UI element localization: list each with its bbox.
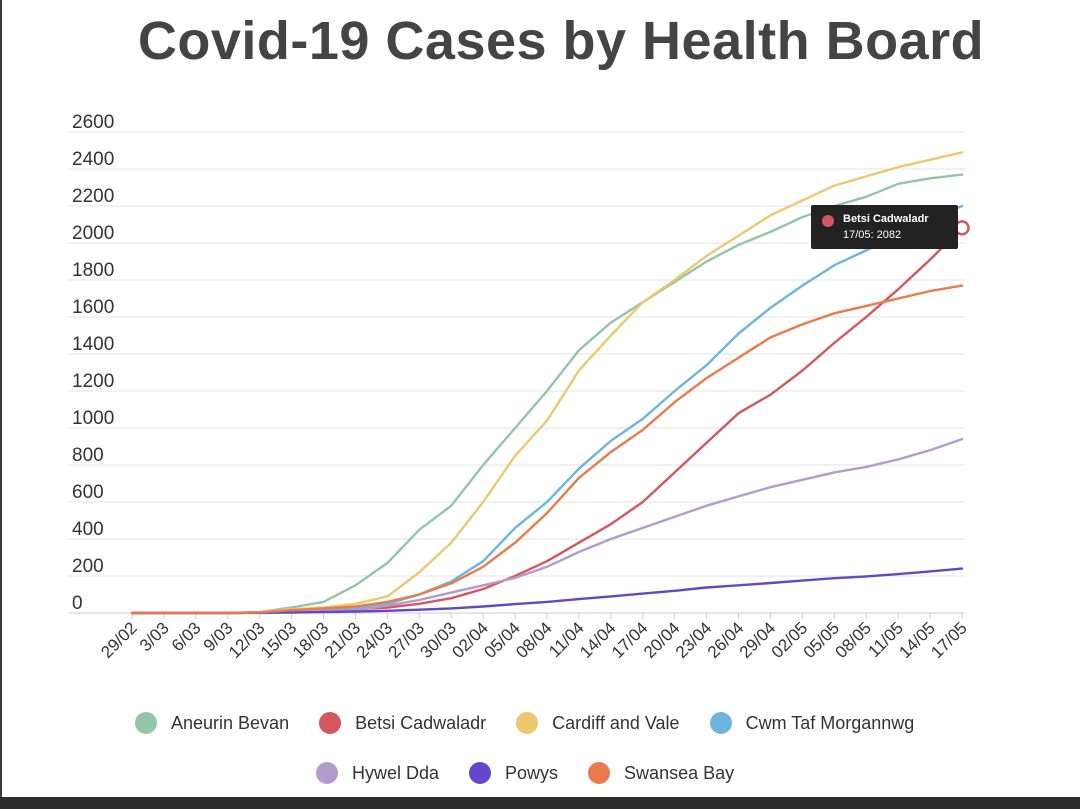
y-tick-label: 2200 xyxy=(72,186,114,207)
legend-label: Swansea Bay xyxy=(624,762,735,783)
x-tick-label: 6/03 xyxy=(168,618,205,655)
x-tick-label: 14/04 xyxy=(576,618,620,662)
legend-color-dot xyxy=(588,762,611,784)
series-line-swansea-bay xyxy=(130,284,964,615)
legend-color-dot xyxy=(316,762,338,784)
x-tick-label: 14/05 xyxy=(895,618,939,662)
x-tick-label: 17/04 xyxy=(608,618,652,662)
x-tick-label: 3/03 xyxy=(136,618,173,655)
legend-item[interactable]: Aneurin Bevan xyxy=(135,712,289,734)
x-tick-label: 23/04 xyxy=(672,618,716,662)
window-edge xyxy=(0,0,2,809)
y-tick-label: 0 xyxy=(72,593,83,614)
y-tick-label: 600 xyxy=(72,482,104,503)
bottom-bar xyxy=(0,797,1080,809)
legend-color-dot xyxy=(709,712,732,734)
legend-item[interactable]: Swansea Bay xyxy=(588,762,734,784)
y-tick-label: 2400 xyxy=(72,149,114,170)
y-tick-label: 1600 xyxy=(72,297,114,318)
y-tick-label: 1800 xyxy=(72,260,114,281)
x-tick-label: 20/04 xyxy=(640,618,684,662)
x-tick-label: 15/03 xyxy=(257,618,301,662)
x-tick-label: 30/03 xyxy=(417,618,461,662)
x-tick-label: 05/05 xyxy=(800,618,844,662)
series-line-cwm-taf-morgannwg xyxy=(130,204,964,615)
series-line-powys xyxy=(130,567,964,615)
x-tick-label: 17/05 xyxy=(927,618,971,662)
legend-color-dot xyxy=(319,712,342,734)
legend-row-1: Aneurin Bevan Betsi Cadwaladr Cardiff and … xyxy=(135,712,944,734)
y-tick-label: 2600 xyxy=(72,112,114,133)
legend-label: Powys xyxy=(505,762,559,783)
legend-item[interactable]: Cardiff and Vale xyxy=(516,712,680,734)
y-tick-label: 1000 xyxy=(72,408,114,429)
legend-label: Betsi Cadwaladr xyxy=(355,712,487,733)
legend-item[interactable]: Powys xyxy=(469,762,558,784)
x-tick-label: 08/04 xyxy=(512,618,556,662)
y-tick-label: 200 xyxy=(72,556,104,577)
y-tick-label: 1200 xyxy=(72,371,114,392)
x-tick-label: 29/04 xyxy=(736,618,780,662)
legend-label: Aneurin Bevan xyxy=(171,712,290,733)
x-tick-label: 27/03 xyxy=(385,618,429,662)
tooltip-value: 17/05: 2082 xyxy=(843,229,902,241)
x-tick-label: 08/05 xyxy=(832,618,876,662)
x-tick-label: 26/04 xyxy=(704,618,748,662)
x-tick-label: 18/03 xyxy=(289,618,333,662)
legend-item[interactable]: Betsi Cadwaladr xyxy=(319,712,486,734)
x-tick-label: 05/04 xyxy=(480,618,524,662)
legend-color-dot xyxy=(469,762,492,784)
legend-row-2: Hywel Dda Powys Swansea Bay xyxy=(316,762,764,784)
y-tick-label: 1400 xyxy=(72,334,114,355)
tooltip-series-name: Betsi Cadwaladr xyxy=(843,213,929,225)
x-tick-label: 21/03 xyxy=(321,618,365,662)
y-tick-label: 800 xyxy=(72,445,104,466)
legend-label: Cardiff and Vale xyxy=(552,712,680,733)
x-tick-label: 02/05 xyxy=(768,618,812,662)
x-tick-label: 02/04 xyxy=(448,618,492,662)
x-tick-label: 29/02 xyxy=(97,618,141,662)
x-tick-label: 24/03 xyxy=(353,618,397,662)
legend-item[interactable]: Cwm Taf Morgannwg xyxy=(709,712,915,734)
data-tooltip: Betsi Cadwaladr 17/05: 2082 xyxy=(811,205,958,249)
y-tick-label: 400 xyxy=(72,519,104,540)
chart-title: Covid-19 Cases by Health Board xyxy=(137,11,985,71)
legend-item[interactable]: Hywel Dda xyxy=(316,762,439,784)
y-tick-label: 2000 xyxy=(72,223,114,244)
legend-label: Hywel Dda xyxy=(352,762,440,783)
legend-color-dot xyxy=(135,712,157,734)
x-tick-label: 12/03 xyxy=(225,618,269,662)
legend-label: Cwm Taf Morgannwg xyxy=(745,712,915,733)
legend-color-dot xyxy=(516,712,539,734)
tooltip-color-dot xyxy=(822,215,834,227)
